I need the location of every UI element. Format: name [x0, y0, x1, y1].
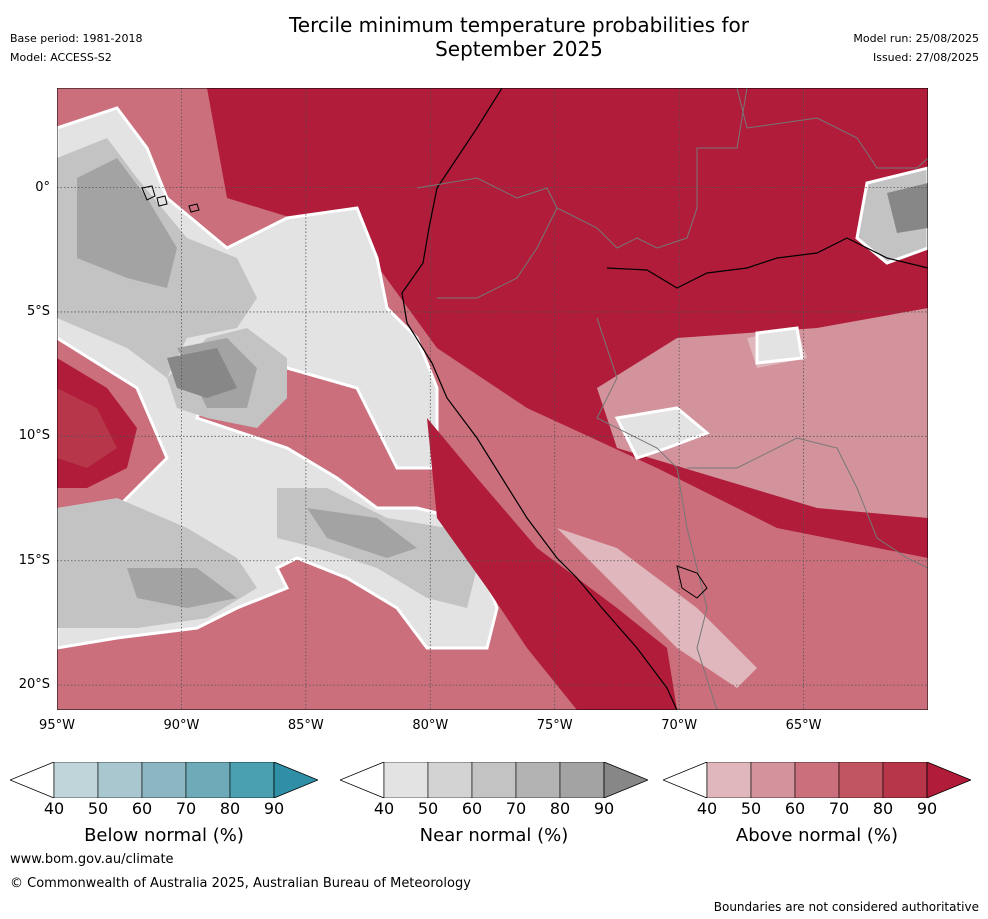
- colorbar-swatch: [471, 762, 517, 798]
- bom-url: www.bom.gov.au/climate: [10, 852, 174, 867]
- coastline: [401, 88, 678, 710]
- colorbar-max-extension: [603, 762, 648, 798]
- probability-map: [57, 88, 928, 710]
- colorbar-label: 70: [175, 799, 197, 818]
- colorbar-label: 50: [740, 799, 762, 818]
- y-tick-label: 5°S: [26, 303, 50, 319]
- colorbar-title-below: Below normal (%): [84, 825, 244, 846]
- x-tick-label: 95°W: [39, 718, 75, 733]
- colorbar-label: 90: [593, 799, 615, 818]
- gridlines: [57, 88, 928, 710]
- colorbar-swatch: [427, 762, 473, 798]
- region-near-90: [167, 348, 237, 398]
- region-above-90-coast: [427, 418, 677, 710]
- y-tick-label: 20°S: [18, 677, 50, 693]
- colorbar-label: 50: [417, 799, 439, 818]
- region-above-40-south: [557, 528, 757, 688]
- region-near-80-d: [127, 568, 237, 608]
- copyright-text: © Commonwealth of Australia 2025, Austra…: [10, 876, 471, 891]
- colorbar-swatch: [229, 762, 275, 798]
- title-line-2: September 2025: [435, 37, 603, 61]
- colorbar-swatch: [559, 762, 605, 798]
- colorbar-label: 40: [696, 799, 718, 818]
- colorbar-label: 40: [43, 799, 65, 818]
- x-tick-label: 75°W: [536, 718, 573, 733]
- colorbar-min-extension: [10, 762, 55, 798]
- colorbar-swatch: [706, 762, 752, 798]
- colorbar-title-above: Above normal (%): [735, 825, 899, 846]
- colorbar-label: 70: [505, 799, 527, 818]
- y-tick-label: 15°S: [18, 552, 50, 568]
- colorbar-title-near: Near normal (%): [419, 825, 569, 846]
- disclaimer-text: Boundaries are not considered authoritat…: [713, 900, 979, 914]
- x-tick-label: 85°W: [287, 718, 324, 733]
- colorbar-label: 80: [872, 799, 894, 818]
- lake-titicaca: [676, 565, 708, 599]
- colorbar-swatch: [750, 762, 796, 798]
- region-near-80: [77, 158, 177, 288]
- region-near-east-4: [887, 183, 928, 233]
- region-near-east-1: [614, 406, 710, 460]
- colorbar-swatch: [794, 762, 840, 798]
- colorbar-label: 60: [461, 799, 483, 818]
- colorbar-label: 80: [549, 799, 571, 818]
- title-line-1: Tercile minimum temperature probabilitie…: [288, 13, 750, 37]
- colorbar-label: 80: [219, 799, 241, 818]
- colorbar-swatch: [882, 762, 928, 798]
- river-amazon: [606, 237, 928, 289]
- colorbar-label: 60: [784, 799, 806, 818]
- colorbar-label: 90: [263, 799, 285, 818]
- colorbar-swatch: [838, 762, 884, 798]
- colorbar-below: [10, 762, 318, 798]
- region-near-east-2: [755, 326, 804, 365]
- colorbar-min-extension: [663, 762, 708, 798]
- base-period-text: Base period: 1981-2018: [10, 32, 143, 45]
- x-tick-label: 80°W: [412, 718, 449, 733]
- colorbar-swatch: [185, 762, 231, 798]
- x-tick-label: 70°W: [661, 718, 698, 733]
- issued-text: Issued: 27/08/2025: [872, 51, 979, 64]
- page-title: Tercile minimum temperature probabilitie…: [194, 13, 844, 61]
- colorbar-label: 90: [916, 799, 938, 818]
- colorbar-label: 70: [828, 799, 850, 818]
- colorbar-min-extension: [340, 762, 385, 798]
- colorbar-label: 60: [131, 799, 153, 818]
- y-tick-label: 10°S: [18, 428, 50, 444]
- region-above-90-west2: [57, 388, 117, 468]
- x-tick-label: 90°W: [163, 718, 200, 733]
- galapagos-islands: [141, 185, 200, 213]
- colorbar-swatch: [97, 762, 143, 798]
- y-tick-label: 0°: [35, 179, 50, 195]
- colorbar-swatch: [383, 762, 429, 798]
- colorbar-label: 40: [373, 799, 395, 818]
- country-borders: [416, 88, 928, 710]
- x-tick-label: 65°W: [785, 718, 822, 733]
- colorbar-near: [340, 762, 648, 798]
- colorbar-swatch: [515, 762, 561, 798]
- region-near-80-c: [307, 508, 417, 558]
- model-run-text: Model run: 25/08/2025: [853, 32, 979, 45]
- colorbar-swatch: [141, 762, 187, 798]
- colorbar-max-extension: [273, 762, 318, 798]
- colorbar-above: [663, 762, 971, 798]
- colorbar-swatch: [53, 762, 99, 798]
- model-text: Model: ACCESS-S2: [10, 51, 112, 64]
- colorbar-max-extension: [926, 762, 971, 798]
- colorbar-label: 50: [87, 799, 109, 818]
